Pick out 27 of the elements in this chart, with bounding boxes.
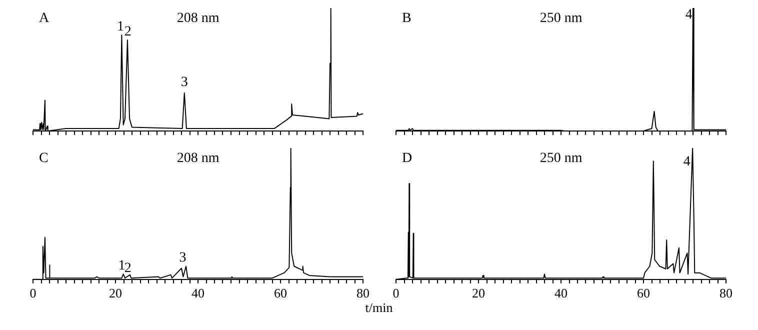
x-tick-label: 80 [720, 286, 732, 301]
x-tick-label: 80 [356, 286, 370, 301]
annotation: 3 [179, 250, 186, 266]
chart-subtitle: 250 nm [540, 151, 582, 166]
annotation: 2 [124, 261, 132, 276]
chart-title: A [39, 11, 50, 26]
annotation: 3 [180, 74, 188, 90]
annotation: 4 [683, 154, 690, 170]
chart-subtitle: 208 nm [176, 151, 220, 166]
x-tick-label: 0 [30, 286, 36, 301]
x-tick-label: 60 [274, 286, 287, 301]
x-tick-label: 40 [554, 286, 568, 301]
annotation: 2 [124, 24, 132, 40]
annotation: 1 [118, 258, 126, 274]
x-tick-label: 0 [392, 286, 400, 301]
x-tick-label: 40 [192, 286, 204, 301]
chart-title: D [402, 151, 412, 166]
x-axis-title: t/min [364, 300, 394, 316]
x-tick-label: 20 [109, 286, 122, 301]
x-tick-label: 20 [472, 286, 485, 301]
chart-title: C [39, 151, 48, 166]
annotation: 4 [685, 7, 692, 22]
annotation: 1 [116, 20, 124, 35]
chart-subtitle: 250 nm [540, 11, 582, 26]
chart-title: B [402, 11, 412, 26]
x-tick-label: 60 [637, 286, 650, 301]
chart-subtitle: 208 nm [176, 11, 220, 26]
